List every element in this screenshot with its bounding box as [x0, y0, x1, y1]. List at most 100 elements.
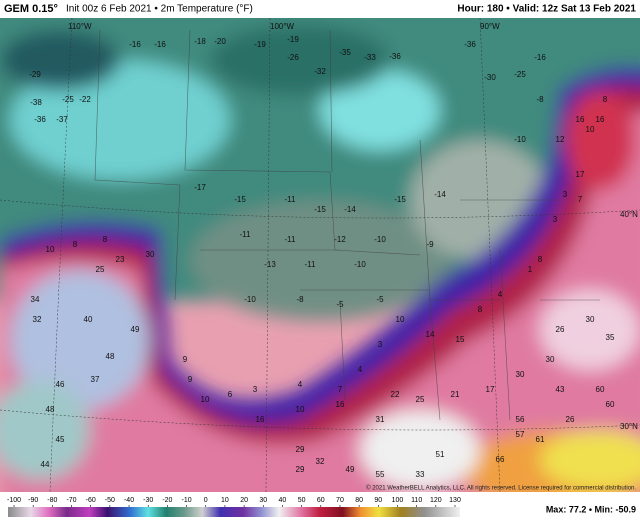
station-value: -13 [264, 260, 276, 269]
station-value: 17 [486, 385, 495, 394]
colorbar-tick-label: -70 [66, 497, 76, 504]
station-value: -25 [62, 95, 74, 104]
station-value: -5 [336, 300, 344, 309]
station-value: 8 [478, 305, 483, 314]
station-value: 43 [556, 385, 565, 394]
station-value: 9 [183, 355, 188, 364]
station-value: 61 [536, 435, 545, 444]
station-value: 6 [228, 390, 233, 399]
station-value: 57 [516, 430, 525, 439]
station-value: -8 [296, 295, 304, 304]
colorbar-tick-label: -40 [124, 497, 134, 504]
colorbar-tick-label: 120 [430, 497, 442, 504]
station-value: 32 [33, 315, 42, 324]
station-value: 56 [516, 415, 525, 424]
colorbar-tick-label: 10 [221, 497, 229, 504]
station-value: 35 [606, 333, 615, 342]
station-value: 26 [556, 325, 565, 334]
colorbar-tick-label: 70 [336, 497, 344, 504]
run-info: Init 00z 6 Feb 2021 • 2m Temperature (°F… [66, 4, 253, 15]
colorbar-tick-label: 80 [355, 497, 363, 504]
model-name: GEM 0.15° [4, 3, 58, 15]
station-value: 3 [253, 385, 258, 394]
station-value: 48 [106, 352, 115, 361]
colorbar-tick-label: 110 [411, 497, 422, 504]
station-value: 29 [296, 445, 305, 454]
station-value: -26 [287, 53, 299, 62]
colorbar-tick-label: 40 [279, 497, 287, 504]
station-value: 1 [528, 265, 533, 274]
grid-label: 40°N [620, 210, 638, 219]
station-value: 23 [116, 255, 125, 264]
station-value: 3 [553, 215, 558, 224]
colorbar-tick-label: 30 [259, 497, 267, 504]
station-value: 3 [378, 340, 383, 349]
station-value: 37 [91, 375, 100, 384]
station-value: 26 [566, 415, 575, 424]
station-value: -10 [354, 260, 366, 269]
station-value: 15 [456, 335, 465, 344]
copyright: © 2021 WeatherBELL Analytics, LLC. All r… [366, 485, 636, 492]
valid-time: Hour: 180 • Valid: 12z Sat 13 Feb 2021 [457, 4, 636, 15]
station-value: -16 [534, 53, 546, 62]
station-value: 34 [31, 295, 40, 304]
station-value: -5 [376, 295, 384, 304]
station-value: 49 [131, 325, 140, 334]
station-value: -36 [464, 40, 476, 49]
station-value: 10 [296, 405, 305, 414]
colorbar-tick-label: 130 [449, 497, 461, 504]
station-value: 45 [56, 435, 65, 444]
station-value: 46 [56, 380, 65, 389]
station-value: 4 [498, 290, 503, 299]
colorbar-tick-label: 0 [204, 497, 208, 504]
station-value: -8 [536, 95, 544, 104]
station-value: 4 [358, 365, 363, 374]
station-value: 30 [146, 250, 155, 259]
colorbar-tick-label: -100 [7, 497, 21, 504]
station-value: 32 [316, 457, 325, 466]
grid-label: 100°W [270, 22, 295, 31]
state-borders [94, 29, 600, 421]
station-value: -30 [484, 73, 496, 82]
station-value: -14 [434, 190, 446, 199]
station-value: -11 [240, 230, 252, 239]
station-value: -10 [514, 135, 526, 144]
max-min: Max: 77.2 • Min: -50.9 [546, 504, 636, 514]
station-value: 60 [606, 400, 615, 409]
station-value: -25 [514, 70, 526, 79]
station-value: 30 [516, 370, 525, 379]
colorbar-tick-label: 100 [392, 497, 404, 504]
station-value: -15 [234, 195, 246, 204]
station-value: -17 [194, 183, 206, 192]
station-value: -16 [154, 40, 166, 49]
colorbar-tick-label: -80 [47, 497, 57, 504]
station-value: 55 [376, 470, 385, 479]
station-value: 25 [416, 395, 425, 404]
station-value: 8 [538, 255, 543, 264]
station-value: -33 [364, 53, 376, 62]
station-value: 25 [96, 265, 105, 274]
station-value: 8 [73, 240, 78, 249]
station-value: 7 [338, 385, 343, 394]
station-value: -10 [374, 235, 386, 244]
station-value: 16 [256, 415, 265, 424]
station-value: 10 [46, 245, 55, 254]
station-value: 17 [576, 170, 585, 179]
station-value: -32 [314, 67, 326, 76]
station-value: -38 [30, 98, 42, 107]
station-value: 30 [586, 315, 595, 324]
station-value: -11 [285, 235, 297, 244]
station-value: 7 [578, 195, 583, 204]
station-value: 22 [391, 390, 400, 399]
station-value: 10 [201, 395, 210, 404]
colorbar-tick-label: 20 [240, 497, 248, 504]
colorbar [8, 507, 460, 517]
graticule [0, 18, 640, 492]
station-value: -19 [254, 40, 266, 49]
colorbar-tick-label: 60 [317, 497, 325, 504]
station-value: 10 [396, 315, 405, 324]
colorbar-tick-label: 90 [374, 497, 382, 504]
station-value: 9 [188, 375, 193, 384]
station-value: -29 [29, 70, 41, 79]
